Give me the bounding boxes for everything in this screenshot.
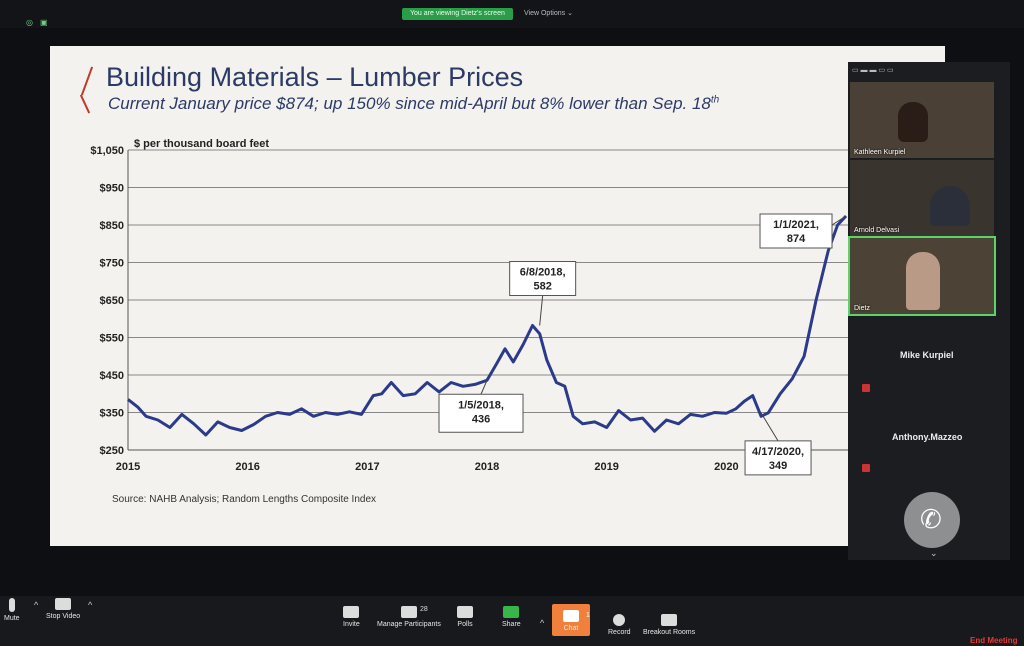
x-tick-label: 2020 [714,461,738,473]
chat-unread-badge: 1 [586,612,590,619]
annotation-label: 582 [533,281,551,293]
annotation-leader [480,380,488,395]
x-tick-label: 2015 [116,461,140,473]
polls-icon [457,606,473,618]
mute-button[interactable]: Mute [4,598,20,622]
lock-icon: ▣ [40,18,48,27]
view-options-button[interactable]: View Options ⌄ [524,10,573,17]
share-screen-icon [503,606,520,618]
info-icon[interactable]: ◎ [26,18,33,27]
slide-title: Building Materials – Lumber Prices [106,62,524,92]
annotation-box [744,440,812,476]
x-tick-label: 2016 [235,461,259,473]
y-tick-label: $950 [100,183,124,195]
annotation-box [438,393,524,433]
annotation-label: 6/8/2018, [520,267,566,279]
participant-silhouette [930,186,970,226]
polls-button[interactable]: Polls [457,606,473,628]
meeting-top-bar: ◎ ▣ You are viewing Dietz's screen View … [0,0,1024,28]
phone-icon: ✆ [920,504,942,534]
participant-name: Arnold Delvasi [854,227,900,234]
participant-name: Anthony.Mazzeo [892,432,963,442]
chat-icon [563,610,579,622]
video-camera-icon [55,598,72,610]
viewing-screen-badge: You are viewing Dietz's screen [402,8,513,20]
y-tick-label: $850 [100,220,124,232]
x-tick-label: 2018 [475,461,499,473]
invite-button[interactable]: Invite [343,606,360,628]
participants-icon [400,606,417,618]
participant-name: Dietz [854,305,870,312]
record-button[interactable]: Record [608,614,631,636]
meeting-toolbar [0,596,1024,646]
x-tick-label: 2019 [594,461,618,473]
annotation-label: 1/5/2018, [458,399,504,411]
participant-name: Kathleen Kurpiel [854,149,906,156]
participant-count: 28 [420,606,428,613]
annotation-box [759,213,833,249]
annotation-label: 874 [787,233,806,245]
annotation-box [509,261,577,296]
manage-participants-button[interactable]: Manage Participants [377,606,441,628]
participant-name: Mike Kurpiel [900,350,954,360]
invite-icon [343,606,360,618]
annotation-leader [539,295,544,326]
y-tick-label: $650 [100,295,124,307]
breakout-rooms-icon [661,614,678,626]
chat-button[interactable]: Chat [552,604,590,636]
panel-view-controls[interactable]: ▭ ▬ ▬ ▭ ▭ [852,67,894,74]
y-tick-label: $550 [100,333,124,345]
lumber-price-line [127,214,848,437]
video-tile-1[interactable]: Kathleen Kurpiel [850,82,994,158]
participant-silhouette [906,252,940,310]
microphone-icon [8,598,15,612]
annotation-leader [760,412,779,442]
annotation-label: 1/1/2021, [773,219,819,231]
chevron-down-icon[interactable]: ⌄ [930,548,938,558]
participant-silhouette [898,102,928,142]
phone-call-button[interactable]: ✆ [904,492,960,548]
slide-subtitle: Current January price $874; up 150% sinc… [108,94,720,113]
y-tick-label: $250 [100,445,124,457]
record-icon [613,614,626,626]
video-options-caret[interactable]: ^ [88,600,93,610]
y-axis-label: $ per thousand board feet [134,138,269,150]
y-tick-label: $750 [100,258,124,270]
chart-source: Source: NAHB Analysis; Random Lengths Co… [112,494,377,505]
stop-video-button[interactable]: Stop Video [46,598,80,620]
video-tile-2[interactable]: Arnold Delvasi [850,160,994,236]
participant-video-panel: ▭ ▬ ▬ ▭ ▭ Kathleen Kurpiel Arnold Delvas… [848,62,1010,560]
annotation-label: 436 [472,413,490,425]
muted-icon [862,384,870,392]
breakout-rooms-button[interactable]: Breakout Rooms [643,614,695,636]
x-tick-label: 2017 [355,461,379,473]
end-meeting-button[interactable]: End Meeting [970,636,1018,645]
share-options-caret[interactable]: ^ [540,618,545,628]
y-tick-label: $1,050 [90,145,124,157]
y-tick-label: $350 [100,408,124,420]
muted-icon [862,464,870,472]
annotation-label: 4/17/2020, [752,446,804,458]
annotation-label: 349 [769,460,787,472]
video-tile-active-speaker[interactable]: Dietz [848,236,996,316]
share-button[interactable]: Share [502,606,521,628]
y-tick-label: $450 [100,370,124,382]
audio-options-caret[interactable]: ^ [34,600,39,610]
